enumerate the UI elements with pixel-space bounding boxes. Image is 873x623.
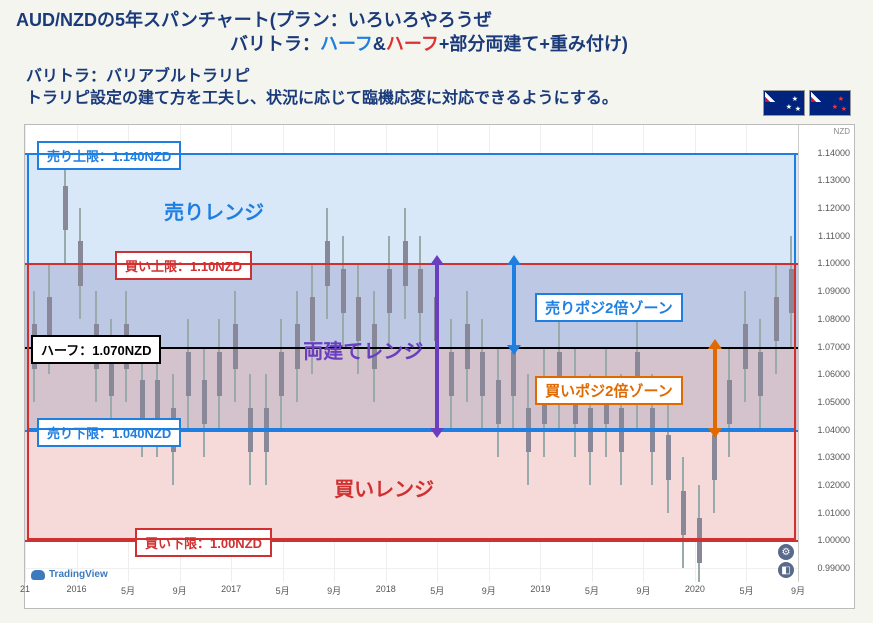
candlestick: [682, 457, 684, 568]
title-suffix: +部分両建て+重み付け): [439, 34, 628, 54]
candlestick: [636, 319, 638, 430]
label-buy-upper: 買い上限：1.10NZD: [115, 251, 252, 280]
x-tick: 2018: [376, 584, 396, 594]
title-part1: AUD/NZDの5年スパンチャート(プラン：いろいろやろうぜ: [16, 10, 492, 30]
candlestick: [435, 263, 437, 374]
tradingview-label: TradingView: [49, 569, 108, 580]
y-tick: 1.08000: [817, 314, 850, 324]
y-tick: 1.06000: [817, 369, 850, 379]
candlestick: [497, 347, 499, 458]
candlestick: [450, 319, 452, 430]
label-sell-lower: 売り下限：1.040NZD: [37, 418, 181, 447]
candlestick: [759, 319, 761, 430]
tradingview-watermark: TradingView: [31, 569, 108, 580]
label-sell-upper: 売り上限：1.140NZD: [37, 141, 181, 170]
x-tick: 9月: [791, 584, 805, 597]
chart-settings-icon[interactable]: ⚙: [778, 544, 794, 560]
subtitle-line2: トラリピ設定の建て方を工夫し、状況に応じて臨機応変に対応できるようにする。: [26, 84, 618, 108]
candlestick: [388, 236, 390, 347]
x-tick: 9月: [636, 584, 650, 597]
y-tick: 1.13000: [817, 175, 850, 185]
x-tick: 5月: [585, 584, 599, 597]
candlestick: [558, 319, 560, 430]
candlestick: [419, 236, 421, 347]
subtitle-line1: バリトラ：バリアブルトラリピ: [26, 62, 250, 86]
label-sell-2x-zone: 売りポジ2倍ゾーン: [535, 293, 683, 322]
candlestick: [728, 347, 730, 458]
chart-title-line2: バリトラ：ハーフ&ハーフ+部分両建て+重み付け): [230, 30, 628, 56]
label-half: ハーフ：1.070NZD: [31, 335, 161, 364]
chart-photo-icon[interactable]: ◧: [778, 562, 794, 578]
label-buy-range: 買いレンジ: [334, 473, 434, 502]
candlestick: [218, 319, 220, 430]
x-tick: 9月: [327, 584, 341, 597]
x-tick: 2020: [685, 584, 705, 594]
y-tick: 1.09000: [817, 286, 850, 296]
candlestick: [698, 485, 700, 582]
y-tick: 1.05000: [817, 397, 850, 407]
title-prefix: バリトラ：: [230, 34, 320, 54]
chart-x-axis: 2120165月9月20175月9月20185月9月20195月9月20205月…: [25, 582, 798, 608]
candlestick: [481, 319, 483, 430]
x-tick: 5月: [739, 584, 753, 597]
y-tick: 1.07000: [817, 342, 850, 352]
label-sell-range: 売りレンジ: [164, 196, 264, 225]
y-tick: 1.03000: [817, 452, 850, 462]
y-axis-unit: NZD: [834, 127, 850, 136]
candlestick: [512, 319, 514, 430]
currency-flags: ★ ★ ★ ★ ★ ★: [763, 90, 851, 116]
title-half-blue: ハーフ: [320, 34, 373, 54]
candlestick: [203, 347, 205, 458]
candlestick: [187, 319, 189, 430]
cloud-icon: [31, 570, 45, 580]
x-tick: 2016: [67, 584, 87, 594]
title-amp: &: [373, 34, 386, 54]
y-tick: 0.99000: [817, 563, 850, 573]
candlestick: [667, 402, 669, 513]
flag-australia: ★ ★ ★: [763, 90, 805, 116]
x-tick: 21: [20, 584, 30, 594]
x-tick: 5月: [430, 584, 444, 597]
label-buy-2x-zone: 買いポジ2倍ゾーン: [535, 376, 683, 405]
y-tick: 1.01000: [817, 508, 850, 518]
price-chart: 売り上限：1.140NZD 買い上限：1.10NZD ハーフ：1.070NZD 売り下…: [24, 124, 855, 609]
x-tick: 2017: [221, 584, 241, 594]
chart-plot-area[interactable]: 売り上限：1.140NZD 買い上限：1.10NZD ハーフ：1.070NZD 売り下…: [25, 125, 798, 582]
gridline-h: [25, 568, 798, 569]
flag-newzealand: ★ ★ ★: [809, 90, 851, 116]
candlestick: [775, 263, 777, 374]
candlestick: [790, 236, 792, 347]
y-tick: 1.04000: [817, 425, 850, 435]
label-both-range: 両建てレンジ: [303, 335, 423, 364]
y-tick: 1.11000: [818, 231, 850, 241]
chart-title-line1: AUD/NZDの5年スパンチャート(プラン：いろいろやろうぜ: [16, 6, 492, 32]
x-tick: 5月: [121, 584, 135, 597]
x-tick: 5月: [276, 584, 290, 597]
candlestick: [280, 319, 282, 430]
y-tick: 1.14000: [817, 148, 850, 158]
candlestick: [342, 236, 344, 347]
x-tick: 9月: [173, 584, 187, 597]
chart-y-axis: NZD 1.14000 1.13000 1.12000 1.11000 1.10000 1…: [798, 125, 854, 582]
y-tick: 1.10000: [817, 258, 850, 268]
y-tick: 1.00000: [817, 535, 850, 545]
candlestick: [713, 402, 715, 513]
y-tick: 1.02000: [817, 480, 850, 490]
title-half-red: ハーフ: [386, 34, 439, 54]
label-buy-lower: 買い下限：1.00NZD: [135, 528, 272, 557]
x-tick: 9月: [482, 584, 496, 597]
y-tick: 1.12000: [817, 203, 850, 213]
chart-tool-icons: ⚙ ◧: [778, 544, 794, 578]
x-tick: 2019: [530, 584, 550, 594]
